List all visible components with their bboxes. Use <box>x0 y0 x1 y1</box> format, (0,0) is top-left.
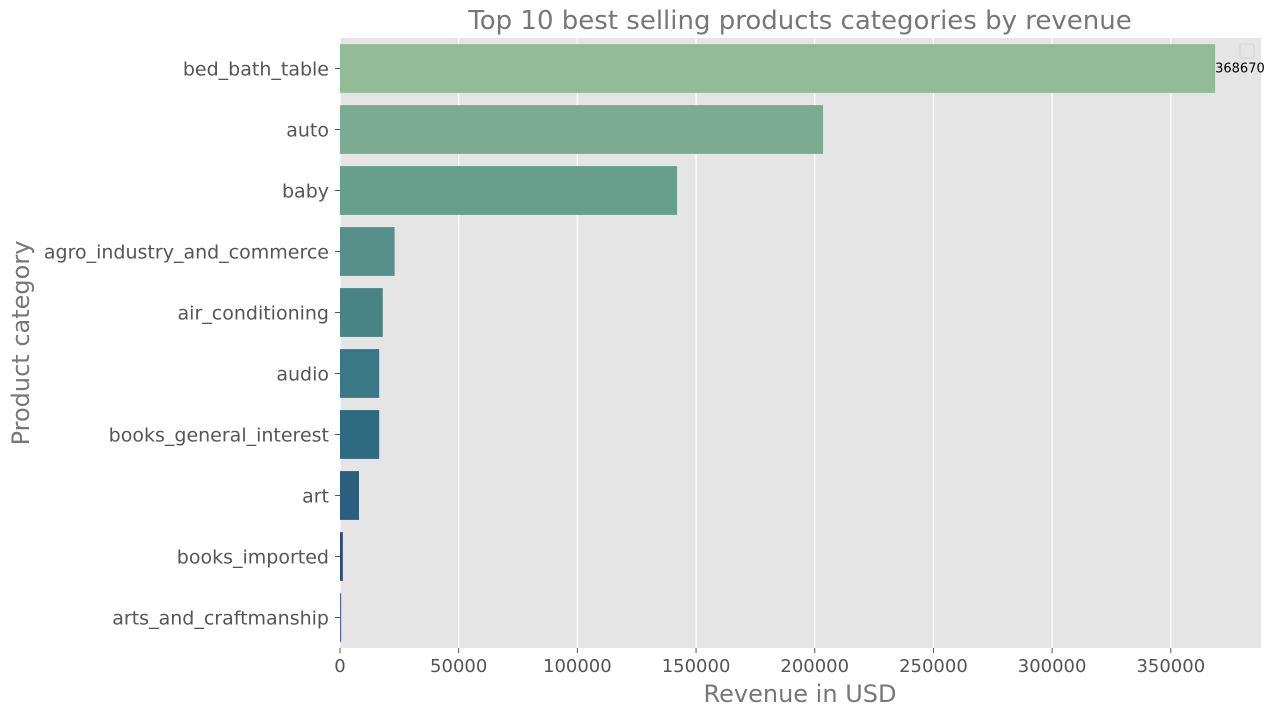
x-tick-label: 100000 <box>543 656 612 677</box>
bar <box>340 105 824 154</box>
x-tick-label: 200000 <box>780 656 849 677</box>
y-tick-label: auto <box>286 120 329 142</box>
x-tick-label: 150000 <box>662 656 731 677</box>
bar <box>340 471 359 520</box>
x-tick-label: 350000 <box>1136 656 1205 677</box>
y-tick-label: books_general_interest <box>109 425 329 447</box>
legend-box <box>1239 43 1255 59</box>
bar <box>340 227 395 276</box>
bar <box>340 532 343 581</box>
x-tick-labels: 0 50000 100000 150000 200000 250000 300000 3500… <box>334 648 1205 677</box>
y-tick-label: agro_industry_and_commerce <box>44 242 329 264</box>
x-tick-label: 300000 <box>1018 656 1087 677</box>
x-tick-label: 250000 <box>899 656 968 677</box>
bar <box>340 166 678 215</box>
y-tick-label: art <box>302 486 329 508</box>
x-tick-label: 0 <box>334 656 345 677</box>
bar <box>340 593 342 642</box>
bar <box>340 349 380 398</box>
data-labels: 368670 <box>1215 62 1265 77</box>
x-tick-label: 50000 <box>430 656 487 677</box>
y-tick-label: audio <box>276 364 329 386</box>
y-tick-label: books_imported <box>177 547 329 569</box>
bar-value-label: 368670 <box>1215 62 1265 77</box>
bar <box>340 410 380 459</box>
y-axis-label: Product category <box>7 241 35 446</box>
y-tick-label: bed_bath_table <box>183 59 329 81</box>
bars <box>340 44 1216 642</box>
y-tick-label: air_conditioning <box>178 303 329 325</box>
y-tick-label: baby <box>282 181 329 203</box>
bar <box>340 288 383 337</box>
x-axis-label: Revenue in USD <box>704 680 897 708</box>
chart-title: Top 10 best selling products categories … <box>467 6 1131 36</box>
y-tick-label: arts_and_craftmanship <box>112 608 329 630</box>
bar <box>340 44 1216 93</box>
